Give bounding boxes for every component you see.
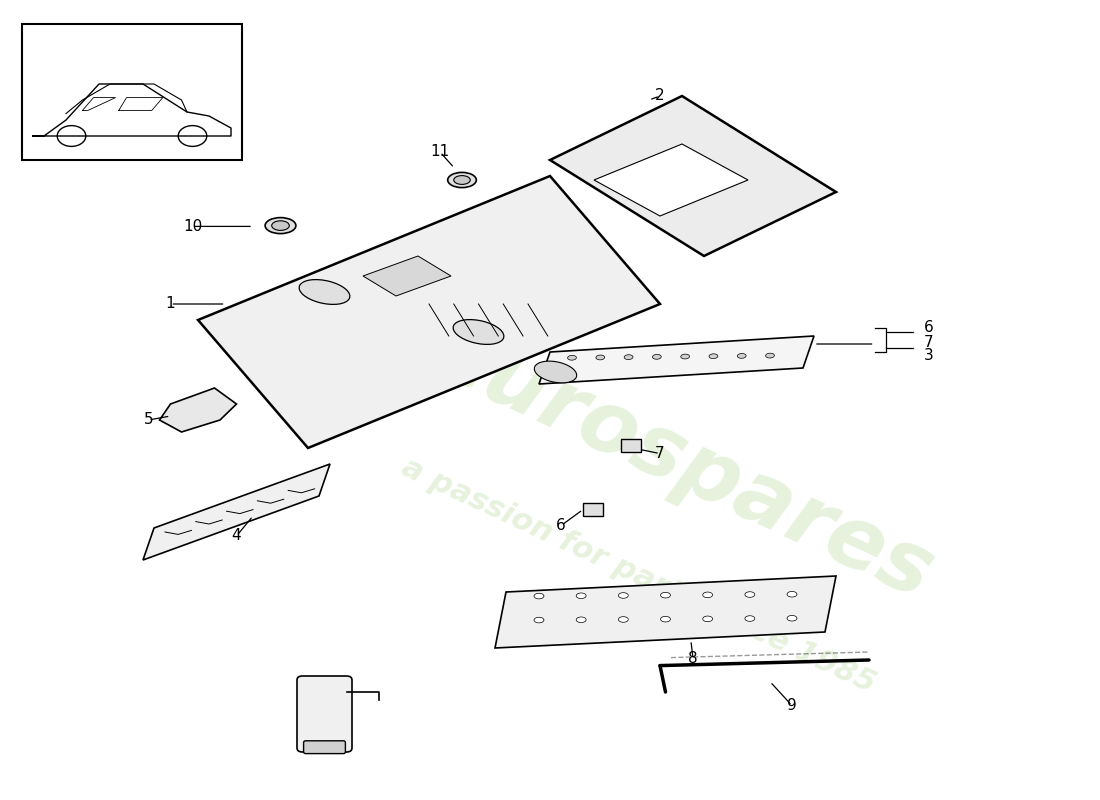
Polygon shape bbox=[495, 576, 836, 648]
Text: 5: 5 bbox=[144, 413, 153, 427]
Ellipse shape bbox=[265, 218, 296, 234]
FancyBboxPatch shape bbox=[621, 439, 641, 452]
Ellipse shape bbox=[576, 617, 586, 622]
Text: 6: 6 bbox=[924, 321, 934, 335]
FancyBboxPatch shape bbox=[304, 741, 345, 754]
FancyBboxPatch shape bbox=[583, 503, 603, 516]
Ellipse shape bbox=[681, 354, 690, 359]
Text: a passion for parts since 1985: a passion for parts since 1985 bbox=[396, 453, 880, 699]
Text: eurospares: eurospares bbox=[418, 311, 946, 617]
Ellipse shape bbox=[703, 592, 713, 598]
Ellipse shape bbox=[652, 354, 661, 359]
Ellipse shape bbox=[660, 616, 671, 622]
Ellipse shape bbox=[745, 616, 755, 622]
Ellipse shape bbox=[737, 354, 746, 358]
Ellipse shape bbox=[766, 353, 774, 358]
Text: 9: 9 bbox=[788, 698, 796, 713]
Ellipse shape bbox=[786, 591, 796, 597]
Text: 10: 10 bbox=[183, 219, 202, 234]
Text: 7: 7 bbox=[924, 335, 934, 350]
Ellipse shape bbox=[618, 617, 628, 622]
FancyBboxPatch shape bbox=[22, 24, 242, 160]
Ellipse shape bbox=[453, 319, 504, 345]
Ellipse shape bbox=[703, 616, 713, 622]
Polygon shape bbox=[143, 464, 330, 560]
Ellipse shape bbox=[534, 594, 544, 599]
Text: 4: 4 bbox=[232, 529, 241, 543]
Text: 1: 1 bbox=[166, 297, 175, 311]
Ellipse shape bbox=[576, 593, 586, 598]
Text: 11: 11 bbox=[430, 145, 450, 159]
Polygon shape bbox=[198, 176, 660, 448]
Ellipse shape bbox=[745, 592, 755, 598]
FancyBboxPatch shape bbox=[297, 676, 352, 752]
Ellipse shape bbox=[568, 355, 576, 360]
Text: 8: 8 bbox=[689, 651, 697, 666]
Text: 3: 3 bbox=[924, 349, 934, 363]
Text: 7: 7 bbox=[656, 446, 664, 461]
Ellipse shape bbox=[660, 592, 671, 598]
Ellipse shape bbox=[535, 361, 576, 383]
Polygon shape bbox=[594, 144, 748, 216]
Polygon shape bbox=[363, 256, 451, 296]
Ellipse shape bbox=[618, 593, 628, 598]
Ellipse shape bbox=[299, 279, 350, 305]
Text: 2: 2 bbox=[656, 89, 664, 103]
Text: 12: 12 bbox=[323, 733, 343, 747]
Ellipse shape bbox=[624, 354, 632, 359]
Ellipse shape bbox=[448, 172, 476, 188]
Text: 6: 6 bbox=[557, 518, 565, 533]
Ellipse shape bbox=[272, 221, 289, 230]
Polygon shape bbox=[539, 336, 814, 384]
Ellipse shape bbox=[453, 176, 471, 184]
Polygon shape bbox=[160, 388, 236, 432]
Ellipse shape bbox=[596, 355, 605, 360]
Polygon shape bbox=[550, 96, 836, 256]
Ellipse shape bbox=[786, 615, 796, 621]
Ellipse shape bbox=[534, 618, 544, 623]
Ellipse shape bbox=[710, 354, 718, 358]
